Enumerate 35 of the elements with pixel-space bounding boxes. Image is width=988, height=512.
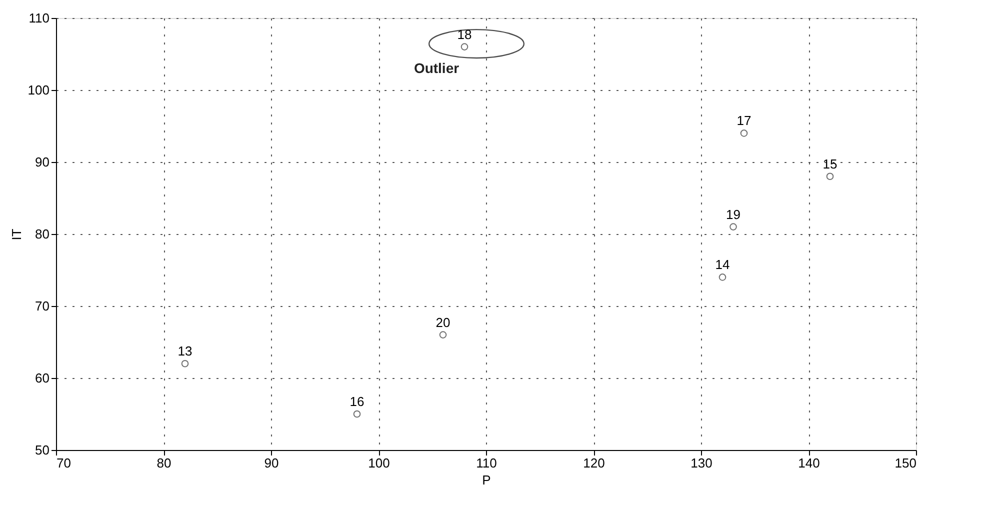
x-tick-label: 110 (476, 456, 497, 470)
point (826, 172, 834, 180)
x-tick-label: 120 (583, 456, 605, 470)
annotation: 19 (726, 206, 740, 222)
point (353, 410, 361, 418)
x-tick-label: 100 (368, 456, 390, 470)
x-tick-label: 130 (690, 456, 712, 470)
point (460, 43, 468, 50)
annotation: 14 (715, 257, 730, 272)
y-tick-label: 70 (35, 298, 50, 314)
x-tick-label: 140 (798, 456, 820, 470)
annotation: 17 (736, 113, 752, 128)
annotation: 18 (457, 26, 472, 42)
x-tick-label: 150 (894, 456, 916, 470)
point (718, 274, 726, 281)
x-axis-title: P (482, 472, 491, 488)
point (730, 223, 737, 230)
y-tick-label: 110 (28, 10, 50, 26)
annotation: 20 (436, 314, 450, 330)
point (181, 360, 189, 368)
y-tick-label: 50 (35, 442, 50, 458)
point (439, 331, 447, 338)
x-tick-label: 80 (156, 456, 172, 470)
annotation: Outlier (414, 60, 460, 76)
y-tick-label: 100 (28, 82, 50, 98)
y-tick-label: 90 (35, 154, 50, 170)
annotation: 13 (178, 344, 192, 359)
y-axis-title: IT (8, 228, 24, 240)
annotation: 15 (822, 156, 838, 172)
x-tick-label: 90 (264, 456, 279, 470)
y-tick-label: 80 (35, 226, 50, 242)
y-tick-label: 60 (35, 370, 50, 386)
point (740, 130, 748, 137)
x-tick-label: 70 (56, 456, 71, 470)
annotation: 16 (350, 394, 364, 409)
